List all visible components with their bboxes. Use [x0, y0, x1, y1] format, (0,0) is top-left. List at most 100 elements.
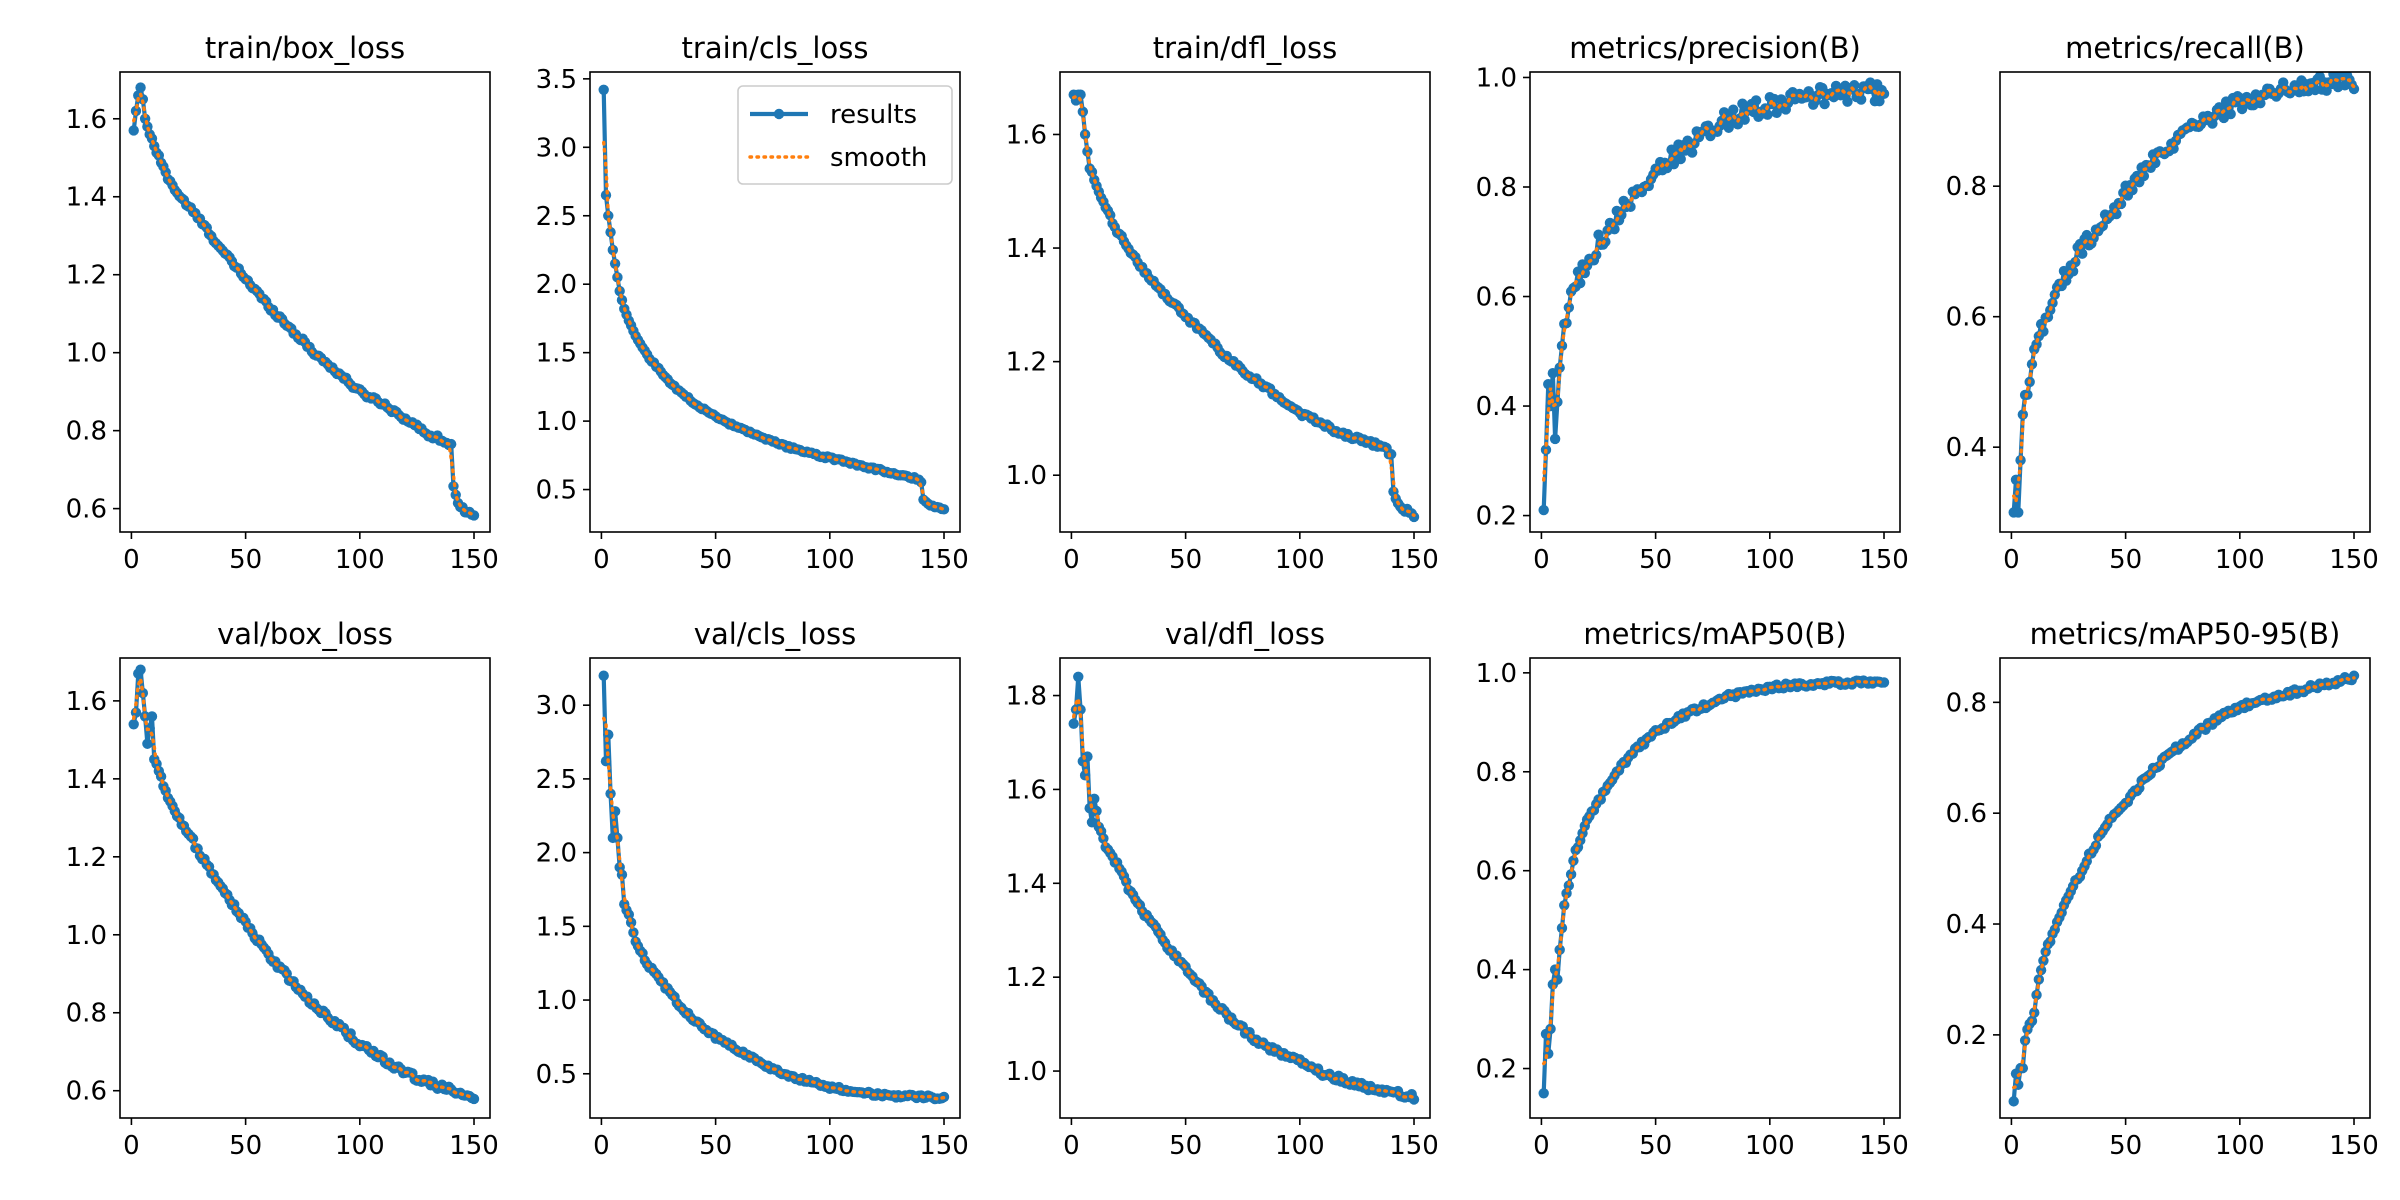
x-tick-label: 150: [919, 545, 969, 575]
x-tick-label: 50: [229, 1131, 262, 1161]
y-tick-label: 1.2: [66, 843, 107, 873]
smooth-line: [132, 678, 476, 1101]
results-point: [1554, 944, 1565, 956]
axes-frame: [1529, 71, 1901, 533]
results-point: [1089, 793, 1100, 805]
y-tick-label: 1.0: [536, 407, 577, 437]
subplot-title: val/cls_loss: [694, 617, 856, 651]
results-point: [445, 438, 457, 450]
x-tick-label: 150: [919, 1131, 969, 1161]
subplot-title: val/dfl_loss: [1165, 617, 1325, 651]
y-tick-label: 1.0: [66, 339, 107, 369]
smooth-line: [1542, 84, 1886, 482]
legend-results-marker: [773, 108, 785, 120]
x-tick-label: 100: [335, 1131, 385, 1161]
x-tick-label: 150: [1859, 545, 1909, 575]
subplot-8: val/dfl_loss 0 50 100 150 1.0 1.2 1.4 1.6 1.8: [1006, 617, 1439, 1161]
y-tick-label: 0.2: [1476, 502, 1517, 532]
x-tick-label: 0: [1063, 545, 1080, 575]
subplot-title: train/dfl_loss: [1153, 31, 1337, 65]
y-tick-label: 2.0: [536, 839, 577, 869]
y-tick-label: 1.0: [536, 986, 577, 1016]
x-tick-label: 50: [229, 545, 262, 575]
x-tick-label: 150: [2329, 545, 2379, 575]
results-point: [1675, 153, 1686, 165]
axes-frame: [1999, 657, 2371, 1119]
y-tick-label: 1.5: [536, 912, 577, 942]
x-tick-label: 150: [1389, 545, 1439, 575]
results-point: [2035, 964, 2047, 976]
y-tick-label: 0.2: [1946, 1021, 1987, 1051]
y-tick-label: 0.8: [66, 417, 107, 447]
x-tick-label: 0: [123, 1131, 140, 1161]
results-point: [1068, 718, 1079, 729]
y-tick-label: 0.6: [1946, 303, 1987, 333]
x-tick-label: 50: [1639, 545, 1672, 575]
y-tick-label: 0.8: [66, 999, 107, 1029]
y-tick-label: 1.6: [1006, 775, 1047, 805]
axes-frame: [1999, 71, 2371, 533]
results-line: [2011, 72, 2356, 515]
results-point: [2026, 359, 2038, 370]
results-point: [128, 719, 139, 730]
x-tick-label: 50: [699, 545, 732, 575]
x-tick-label: 0: [2003, 545, 2020, 575]
results-point: [598, 84, 609, 96]
y-tick-label: 1.6: [66, 105, 107, 135]
x-tick-label: 50: [699, 1131, 732, 1161]
results-line: [1541, 678, 1885, 1094]
legend-smooth-label: smooth: [830, 143, 927, 173]
results-point: [1750, 95, 1762, 106]
x-tick-label: 0: [123, 545, 140, 575]
axes-frame: [1059, 71, 1431, 533]
axes-frame: [119, 657, 491, 1119]
smooth-line: [1542, 679, 1886, 1066]
subplot-7: val/cls_loss 0 50 100 150 0.5 1.0 1.5 2.0 2.5 3.0: [536, 617, 969, 1161]
y-tick-label: 1.0: [1476, 659, 1517, 689]
y-tick-label: 1.2: [1006, 963, 1047, 993]
y-tick-label: 0.5: [536, 1060, 577, 1090]
results-point: [2348, 670, 2360, 681]
x-tick-label: 100: [1745, 545, 1795, 575]
axes-frame: [589, 657, 961, 1119]
results-point: [1554, 362, 1565, 373]
axes-frame: [119, 71, 491, 533]
smooth-line: [602, 140, 946, 511]
y-tick-label: 0.6: [1946, 799, 1987, 829]
results-point: [1543, 378, 1554, 390]
results-point: [468, 1093, 480, 1105]
results-line: [601, 675, 946, 1102]
y-tick-label: 2.5: [536, 202, 577, 232]
y-tick-label: 1.6: [66, 687, 107, 717]
results-point: [135, 82, 146, 93]
plot-area: [1068, 671, 1420, 1105]
y-tick-label: 0.8: [1946, 688, 1987, 718]
y-tick-label: 1.6: [1006, 120, 1047, 150]
results-point: [1073, 671, 1084, 682]
y-tick-label: 3.5: [536, 65, 577, 95]
x-tick-label: 100: [1745, 1131, 1795, 1161]
subplot-1: train/box_loss 0 50 100 150 0.6 0.8 1.0 1.2 1.4 1.…: [66, 31, 499, 575]
x-tick-label: 50: [1169, 545, 1202, 575]
results-point: [2067, 266, 2079, 277]
results-point: [135, 664, 146, 675]
results-point: [1878, 677, 1890, 688]
results-point: [2225, 108, 2236, 120]
y-tick-label: 0.4: [1476, 392, 1517, 422]
y-tick-label: 0.8: [1476, 758, 1517, 788]
axes-frame: [589, 71, 961, 533]
subplot-10: metrics/mAP50-95(B) 0 50 100 150 0.2 0.4 0.6 0.8: [1946, 617, 2379, 1161]
smooth-line: [1072, 692, 1416, 1099]
y-tick-label: 0.6: [66, 495, 107, 525]
y-tick-label: 0.5: [536, 476, 577, 506]
plot-area: [2008, 72, 2360, 518]
x-tick-label: 100: [805, 1131, 855, 1161]
plot-area: [128, 664, 480, 1105]
x-tick-label: 50: [2109, 545, 2142, 575]
x-tick-label: 0: [593, 545, 610, 575]
subplot-title: train/cls_loss: [682, 31, 869, 65]
y-tick-label: 0.4: [1476, 956, 1517, 986]
smooth-line: [602, 716, 946, 1101]
x-tick-label: 0: [1533, 545, 1550, 575]
plot-area: [1538, 675, 1890, 1099]
